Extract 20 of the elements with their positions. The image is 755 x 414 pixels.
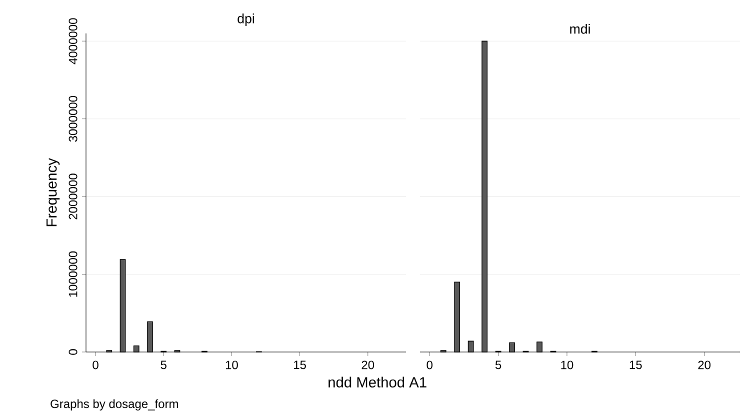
x-tick-label: 15	[630, 360, 642, 370]
y-axis-title: Frequency	[46, 158, 60, 226]
y-tick-label: 2000000	[68, 174, 78, 220]
x-tick-label: 15	[294, 360, 306, 370]
x-tick-label: 5	[495, 360, 502, 370]
text: Graphs by dosage_form	[50, 399, 178, 410]
y-tick-label: 3000000	[68, 96, 78, 142]
x-tick-label: 10	[226, 360, 238, 370]
x-axis-title: ndd Method A1	[328, 376, 426, 388]
y-tick-label: 1000000	[68, 251, 78, 297]
x-tick-label: 20	[362, 360, 374, 370]
x-tick-label: 20	[698, 360, 711, 370]
x-tick-label: 10	[561, 360, 574, 370]
chart-title: dpi	[238, 14, 254, 26]
y-tick-label: 4000000	[68, 18, 78, 64]
x-tick-label: 5	[160, 360, 166, 370]
y-tick-label: 0	[68, 349, 78, 355]
x-tick-label: 0	[426, 360, 432, 370]
chart-title: mdi	[570, 24, 590, 34]
x-tick-label: 0	[92, 360, 98, 370]
